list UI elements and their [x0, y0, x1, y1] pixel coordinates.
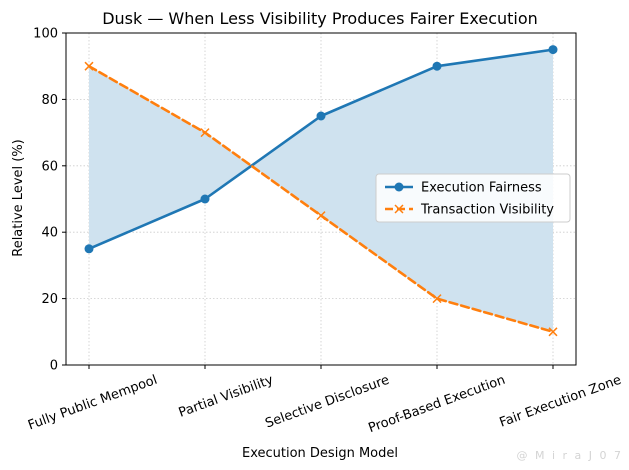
legend-label: Execution Fairness	[421, 181, 542, 196]
data-point	[548, 327, 558, 337]
marker-stroke	[548, 327, 558, 337]
series-0	[84, 45, 558, 254]
data-point	[432, 294, 442, 304]
x-axis-label: Execution Design Model	[242, 446, 398, 461]
legend-marker	[394, 182, 404, 192]
data-point	[84, 61, 94, 71]
legend-label: Transaction Visibility	[420, 203, 554, 218]
marker-stroke	[316, 211, 326, 221]
data-point	[316, 111, 326, 121]
data-point	[432, 61, 442, 71]
watermark: @ M i r a J 0 7	[516, 449, 623, 462]
x-tick-label: Partial Visibility	[177, 373, 276, 421]
legend-entry: Execution Fairness	[385, 181, 542, 196]
y-tick-label: 40	[41, 226, 58, 241]
x-axis: Fully Public Mempool Partial VisibilitySe…	[26, 365, 623, 436]
legend: Execution Fairness Transaction Visibility	[375, 173, 571, 223]
y-tick-label: 0	[50, 359, 58, 374]
series-layer	[84, 45, 558, 337]
y-tick-label: 20	[41, 292, 58, 307]
data-point	[548, 45, 558, 55]
marker-stroke	[84, 61, 94, 71]
y-tick-label: 60	[41, 159, 58, 174]
marker-stroke	[432, 294, 442, 304]
data-point	[200, 128, 210, 138]
chart-title: Dusk — When Less Visibility Produces Fai…	[102, 9, 538, 28]
data-point	[316, 211, 326, 221]
data-point	[200, 194, 210, 204]
y-tick-label: 80	[41, 93, 58, 108]
marker-stroke	[200, 128, 210, 138]
fill-between-area	[89, 49, 553, 332]
y-axis-label: Relative Level (%)	[11, 139, 26, 257]
legend-marker	[394, 204, 404, 214]
y-tick-label: 100	[33, 27, 58, 42]
x-tick-label: Fair Execution Zone	[498, 373, 624, 431]
series-1	[84, 61, 558, 337]
y-axis: 0 20 40 60 80 100	[33, 27, 66, 374]
legend-box	[375, 173, 571, 223]
data-point	[84, 244, 94, 254]
legend-entry: Transaction Visibility	[385, 203, 554, 218]
x-tick-label: Fully Public Mempool	[26, 373, 159, 434]
